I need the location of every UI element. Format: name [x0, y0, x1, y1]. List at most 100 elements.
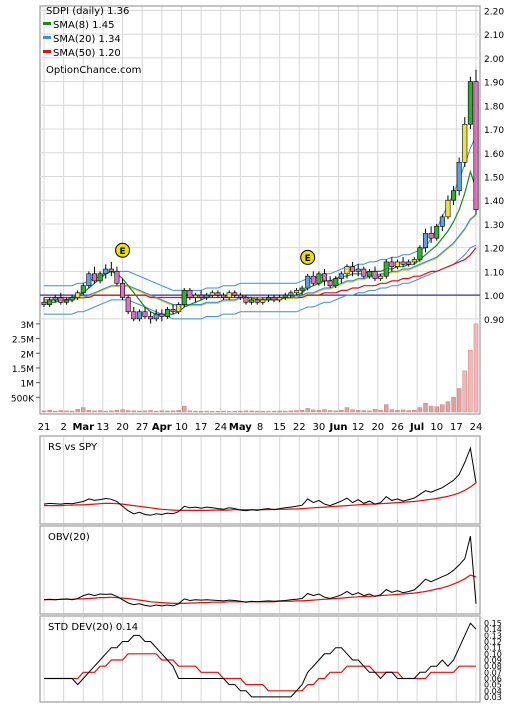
volume-bar — [58, 410, 64, 413]
volume-bar — [462, 370, 468, 413]
volume-bar — [372, 409, 378, 413]
volume-bar — [176, 409, 181, 413]
candle-body — [103, 268, 109, 275]
candle-body — [394, 261, 400, 267]
price-tick-label: 1.40 — [484, 197, 504, 207]
volume-bar — [383, 404, 389, 413]
candle-body — [366, 271, 372, 277]
volume-bar — [215, 411, 221, 413]
stddev-tick-label: 0.11 — [484, 644, 502, 653]
volume-bar — [238, 410, 243, 413]
watermark: OptionChance.com — [46, 65, 141, 76]
candle-body — [86, 273, 92, 286]
volume-bar — [389, 409, 395, 413]
volume-bar — [193, 410, 198, 413]
candle-body — [159, 313, 165, 317]
volume-bar — [299, 409, 305, 413]
candle-body — [310, 275, 316, 284]
date-axis-label: 10 — [430, 422, 443, 433]
volume-bar — [260, 411, 266, 413]
rs-panel-label: RS vs SPY — [48, 442, 98, 453]
candle-body — [91, 273, 97, 282]
volume-bar — [92, 410, 97, 413]
stddev-tick-label: 0.03 — [484, 693, 502, 702]
volume-bar — [294, 410, 299, 413]
candle-body — [333, 278, 339, 286]
volume-bar — [473, 323, 479, 413]
candle-body — [361, 268, 367, 277]
candle-body — [63, 299, 69, 303]
candle-body — [58, 297, 64, 303]
candle-body — [80, 285, 86, 294]
candle-body — [322, 273, 328, 282]
volume-bar — [41, 410, 47, 413]
volume-bar — [277, 410, 282, 413]
price-axis-ticks: 0.90 1.00 1.10 1.20 1.30 1.40 1.50 1.60 1.70 1.80… — [484, 7, 504, 326]
candle-body — [383, 261, 389, 277]
volume-bar — [456, 388, 462, 413]
candle-body — [400, 261, 406, 265]
date-axis-label: 21 — [38, 422, 51, 433]
volume-bar — [120, 409, 125, 413]
date-axis-label: Jul — [409, 422, 424, 433]
volume-bar — [52, 410, 58, 413]
date-axis-label: May — [229, 422, 252, 433]
price-tick-label: 1.00 — [484, 292, 504, 302]
date-axis-label: 15 — [273, 422, 286, 433]
candle-body — [226, 292, 232, 298]
candle-body — [215, 292, 221, 296]
stddev-tick-label: 0.13 — [484, 631, 502, 640]
candle-body — [108, 268, 114, 272]
candle-body — [428, 233, 434, 239]
volume-bar — [187, 410, 193, 413]
candle-body — [282, 294, 288, 298]
rs-grid — [43, 437, 477, 523]
volume-bars — [41, 323, 479, 413]
stddev-panel: 0.030.040.050.060.070.080.090.100.110.12… — [39, 615, 502, 703]
volume-bar — [64, 410, 69, 413]
date-axis-label: 24 — [214, 422, 227, 433]
candle-body — [170, 309, 176, 313]
volume-bar — [468, 350, 473, 413]
volume-axis-ticks: 500K 1M 1.5M 2M 2.5M 3M — [11, 321, 40, 404]
price-tick-label: 2.00 — [484, 55, 504, 65]
volume-bar — [440, 404, 445, 413]
price-tick-label: 1.50 — [484, 173, 504, 183]
volume-bar — [86, 409, 92, 413]
volume-bar — [243, 410, 249, 413]
candle-body — [254, 299, 260, 303]
volume-bar — [322, 409, 327, 413]
ticker-label: SDPI (daily) 1.36 — [46, 6, 129, 17]
date-axis-labels: 21 2 Mar 13 20 27 Apr 10 17 24 May 8 15 22 30 Jun 12 20 26… — [38, 422, 483, 433]
candle-body — [209, 292, 215, 296]
stddev-tick-label: 0.14 — [484, 625, 502, 634]
stddev-tick-label: 0.05 — [484, 681, 502, 690]
stddev-tick-label: 0.08 — [484, 662, 502, 671]
candle-body — [305, 275, 311, 289]
candle-body — [462, 123, 468, 163]
stddev-lines — [44, 622, 477, 698]
volume-bar — [198, 411, 204, 413]
legend-swatch-sma50 — [43, 50, 51, 53]
date-axis-label: 30 — [313, 422, 326, 433]
volume-bar — [159, 410, 165, 413]
volume-bar — [333, 410, 338, 413]
volume-bar — [434, 406, 439, 413]
volume-bar — [395, 409, 400, 413]
candle-body — [288, 292, 294, 296]
volume-bar — [254, 410, 260, 413]
volume-bar — [103, 410, 108, 413]
volume-bar — [327, 410, 333, 413]
price-tick-label: 1.70 — [484, 126, 504, 136]
price-tick-label: 0.90 — [484, 316, 504, 326]
volume-tick-label: 2.5M — [12, 336, 34, 346]
volume-bar — [350, 409, 355, 413]
sma20-envelope-line — [44, 215, 477, 307]
price-tick-label: 2.20 — [484, 7, 504, 17]
volume-bar — [97, 410, 103, 413]
volume-bar — [355, 409, 361, 413]
volume-bar — [344, 407, 350, 413]
candle-body — [221, 294, 227, 298]
